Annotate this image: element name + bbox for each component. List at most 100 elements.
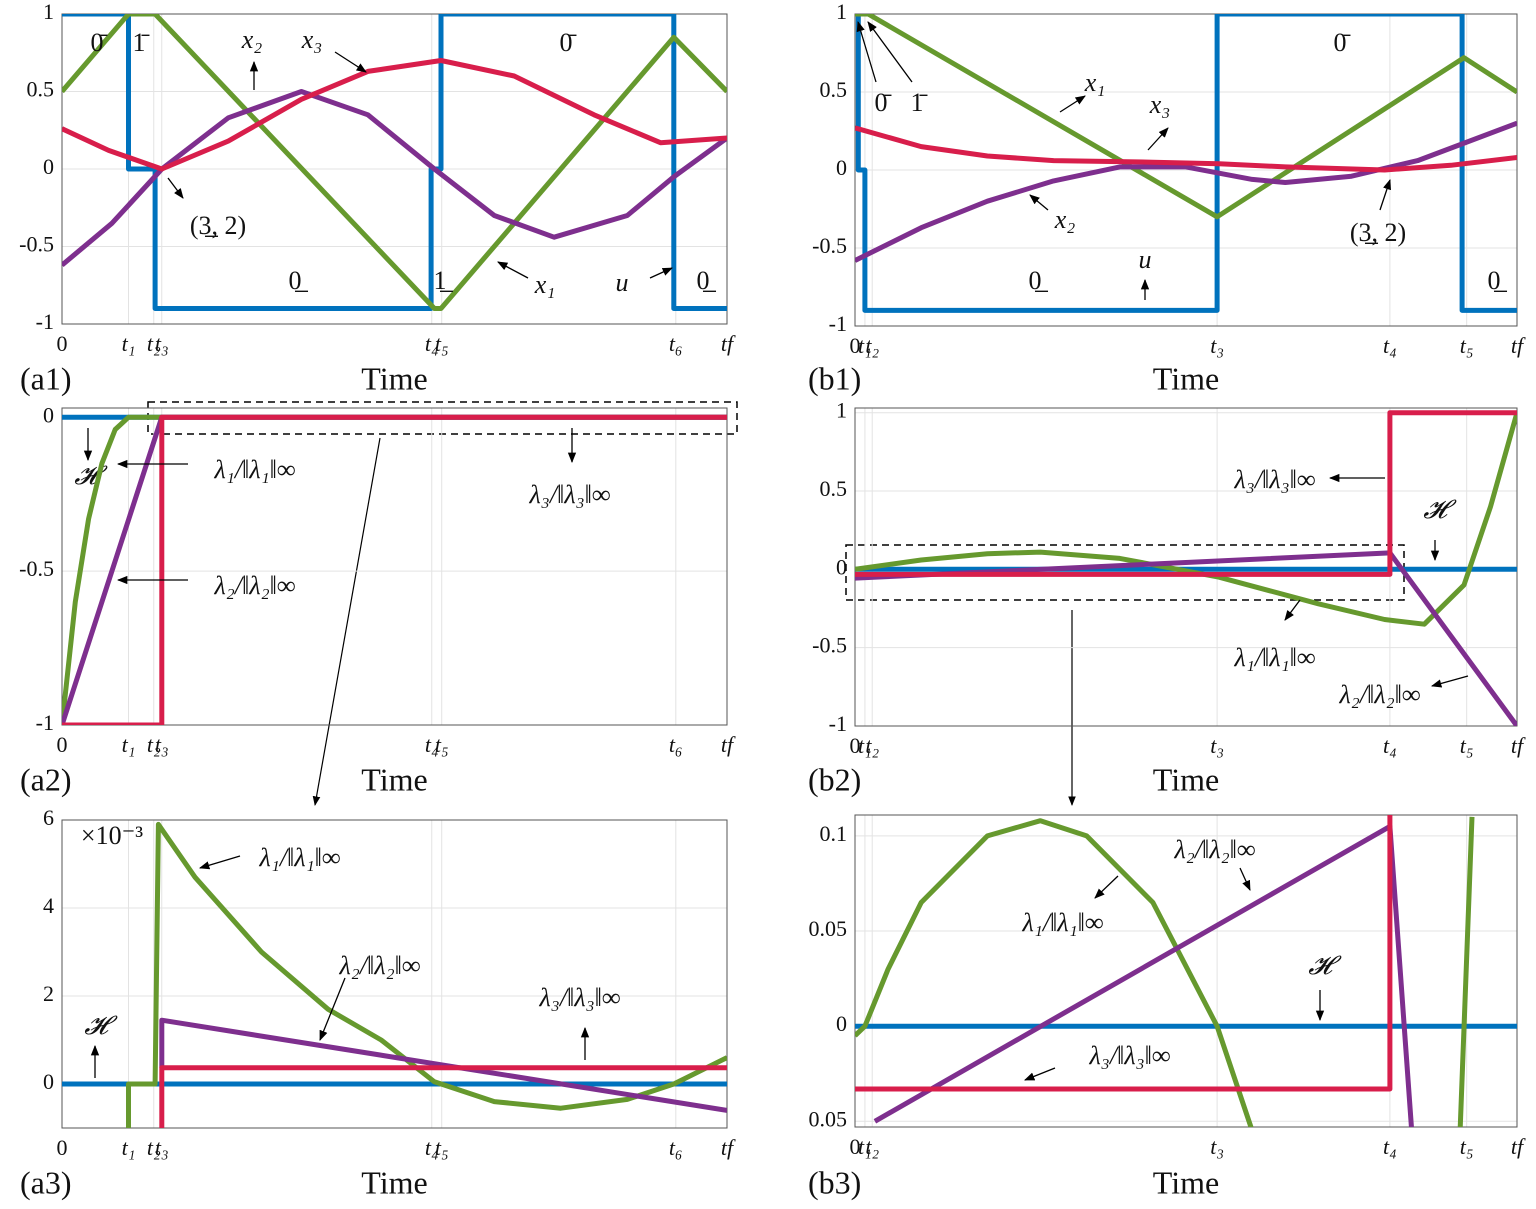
panel-label: (b2) — [808, 761, 861, 797]
y-tick-label: -1 — [36, 710, 54, 735]
pointer-arrow — [167, 177, 184, 199]
pointer-arrow — [1284, 599, 1301, 621]
x-tick-label: 0 — [850, 333, 861, 358]
x-tick-label: t₃ — [1210, 333, 1224, 358]
x-tick-label: t₆ — [669, 732, 683, 757]
y-tick-label: -1 — [829, 711, 847, 736]
annotation: 1̄ — [133, 28, 150, 57]
axes-frame — [854, 814, 1518, 1128]
y-tick-label: 0 — [836, 1011, 847, 1036]
series-label: 𝓗 — [1423, 495, 1457, 524]
pointer-arrow — [1430, 675, 1469, 688]
series-line — [62, 58, 727, 172]
x-tick-label: t₁ — [122, 331, 136, 356]
y-tick-label: -1 — [36, 309, 54, 334]
x-tick-label: t₁ — [858, 733, 872, 758]
annotation: 0̄ — [1334, 28, 1351, 57]
y-tick-label: -0.5 — [19, 556, 54, 581]
x-tick-label: t₅ — [435, 1135, 449, 1160]
panel-label: (a1) — [20, 360, 72, 396]
annotation: (3̲, 2) — [1350, 218, 1406, 247]
x-tick-label: t₁ — [858, 333, 872, 358]
series-line — [159, 1065, 727, 1128]
zoom-arrow — [312, 437, 381, 806]
x-tick-label: tf — [721, 732, 736, 757]
x-tick-label: t₁ — [122, 1135, 136, 1160]
series-line — [62, 89, 727, 268]
pointer-arrow — [867, 21, 913, 83]
series-label: λ₁/‖λ₁‖∞ — [1022, 908, 1104, 937]
x-tick-label: t₂ — [865, 1134, 879, 1159]
x-tick-label: tf — [1511, 733, 1526, 758]
annotation: 0̲ — [1029, 266, 1049, 295]
series-label: λ₁/‖λ₁‖∞ — [214, 455, 296, 484]
annotation: 0̄ — [91, 28, 108, 57]
x-axis-label: Time — [1153, 761, 1219, 797]
series-line — [62, 14, 727, 311]
x-tick-label: t₅ — [435, 732, 449, 757]
panel-label: (a3) — [20, 1164, 72, 1200]
y-tick-label: -1 — [829, 311, 847, 336]
y-tick-label: 0 — [43, 1069, 54, 1094]
x-tick-label: tf — [721, 1135, 736, 1160]
x-tick-label: t₃ — [155, 732, 169, 757]
series-line — [62, 14, 727, 311]
y-tick-label: 0.5 — [820, 476, 848, 501]
annotation: 1̄ — [911, 88, 928, 117]
x-tick-label: t₅ — [1460, 1134, 1474, 1159]
x-axis-label: Time — [1153, 360, 1219, 396]
x-axis-label: Time — [1153, 1164, 1219, 1200]
annotation: 0̄ — [560, 28, 577, 57]
x-tick-label: t₂ — [147, 732, 161, 757]
pointer-arrow — [334, 51, 367, 73]
panel-label: (a2) — [20, 761, 72, 797]
series-line — [62, 414, 727, 725]
x-tick-label: t₁ — [858, 1134, 872, 1159]
y-tick-label: 0 — [836, 155, 847, 180]
pointer-arrow — [199, 855, 241, 870]
series-line — [62, 414, 727, 725]
x-tick-label: t₃ — [155, 331, 169, 356]
pointer-arrow — [319, 977, 346, 1041]
annotation: 0̲ — [1488, 266, 1508, 295]
x-tick-label: t₂ — [865, 733, 879, 758]
series-label: λ₃/‖λ₃‖∞ — [529, 480, 611, 509]
series-label: u — [616, 268, 629, 297]
x-tick-label: t₄ — [1383, 1134, 1397, 1159]
x-tick-label: 0 — [850, 1134, 861, 1159]
y-tick-label: 1 — [836, 398, 847, 423]
x-axis-label: Time — [361, 1164, 427, 1200]
x-axis-label: Time — [361, 761, 427, 797]
x-tick-label: t₂ — [147, 331, 161, 356]
x-tick-label: 0 — [57, 732, 68, 757]
series-label: 𝓗 — [1308, 951, 1342, 980]
x-tick-label: tf — [721, 331, 736, 356]
series-label: λ₁/‖λ₁‖∞ — [259, 843, 341, 872]
pointer-arrow — [1239, 867, 1251, 891]
y-tick-label: 0 — [43, 154, 54, 179]
y-tick-label: 1 — [836, 0, 847, 24]
series-line — [855, 125, 1517, 173]
axes-frame — [61, 13, 728, 325]
y-tick-label: 0.5 — [27, 77, 55, 102]
axes-frame — [61, 407, 728, 726]
panel-label: (b1) — [808, 360, 861, 396]
pointer-arrow — [1029, 194, 1049, 211]
x-tick-label: t₅ — [435, 331, 449, 356]
y-tick-label: 0 — [836, 554, 847, 579]
panel-label: (b3) — [808, 1164, 861, 1200]
pointer-arrow — [1024, 1067, 1056, 1081]
series-line — [159, 1017, 727, 1113]
x-tick-label: t₁ — [122, 732, 136, 757]
y-tick-label: 4 — [43, 893, 54, 918]
y-tick-label: 0.05 — [809, 916, 848, 941]
series-label: x₁ — [1084, 68, 1106, 97]
series-label: x₃ — [1149, 90, 1171, 119]
pointer-arrow — [856, 21, 877, 83]
x-tick-label: t₅ — [1460, 333, 1474, 358]
series-line — [855, 412, 1517, 627]
series-label: λ₃/‖λ₃‖∞ — [1234, 465, 1316, 494]
zoom-box — [845, 544, 1405, 601]
pointer-arrow — [1094, 875, 1119, 899]
series-label: λ₃/‖λ₃‖∞ — [1089, 1041, 1171, 1070]
